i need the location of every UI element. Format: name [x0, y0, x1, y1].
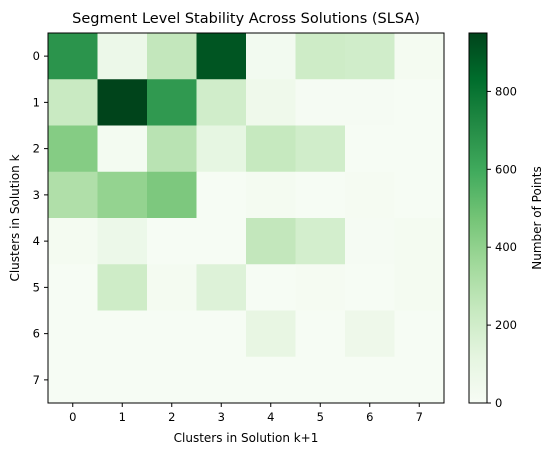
heatmap-cell-2-3	[196, 125, 247, 173]
heatmap-cell-1-7	[394, 79, 445, 126]
x-tick-label: 1	[119, 410, 126, 424]
heatmap-cell-7-5	[295, 356, 346, 404]
heatmap-cell-6-1	[97, 310, 148, 358]
heatmap-cell-4-3	[196, 218, 247, 265]
heatmap-cell-0-0	[48, 33, 98, 80]
y-tick-label: 4	[33, 234, 40, 248]
heatmap-cells	[48, 33, 445, 404]
heatmap-cell-0-6	[345, 33, 395, 80]
y-tick-label: 3	[33, 188, 40, 202]
heatmap-cell-3-7	[394, 171, 445, 219]
colorbar-tick-label: 0	[495, 396, 502, 410]
y-tick-label: 5	[33, 280, 40, 294]
heatmap-cell-6-4	[246, 310, 296, 358]
heatmap-cell-5-6	[345, 264, 395, 311]
colorbar-tick-label: 600	[495, 162, 517, 176]
heatmap-cell-7-2	[147, 356, 197, 404]
heatmap-cell-3-3	[196, 171, 247, 219]
y-tick-label: 6	[33, 327, 40, 341]
colorbar-tick-label: 800	[495, 84, 517, 98]
y-tick-label: 2	[33, 142, 40, 156]
heatmap-cell-3-5	[295, 171, 346, 219]
heatmap-cell-6-6	[345, 310, 395, 358]
x-axis-ticks: 0 1 2 3 4 5 6 7	[69, 403, 423, 424]
colorbar-tick-label: 200	[495, 318, 517, 332]
heatmap-cell-7-1	[97, 356, 148, 404]
x-tick-label: 6	[366, 410, 373, 424]
heatmap-cell-0-1	[97, 33, 148, 80]
heatmap-cell-6-2	[147, 310, 197, 358]
heatmap-cell-1-6	[345, 79, 395, 126]
colorbar-ticks: 0 200 400 600 800	[487, 84, 517, 410]
heatmap-cell-2-7	[394, 125, 445, 173]
heatmap-cell-4-1	[97, 218, 148, 265]
heatmap-cell-3-2	[147, 171, 197, 219]
y-tick-label: 1	[33, 95, 40, 109]
heatmap-cell-7-3	[196, 356, 247, 404]
colorbar	[468, 32, 488, 404]
heatmap-cell-2-2	[147, 125, 197, 173]
heatmap-cell-2-1	[97, 125, 148, 173]
heatmap-cell-6-3	[196, 310, 247, 358]
y-tick-label: 7	[33, 373, 40, 387]
colorbar-tick-label: 400	[495, 240, 517, 254]
heatmap-cell-5-3	[196, 264, 247, 311]
heatmap-cell-4-2	[147, 218, 197, 265]
heatmap-cell-2-4	[246, 125, 296, 173]
heatmap-cell-4-5	[295, 218, 346, 265]
colorbar-label: Number of Points	[530, 166, 544, 269]
heatmap-cell-5-0	[48, 264, 98, 311]
chart-title: Segment Level Stability Across Solutions…	[72, 11, 420, 27]
heatmap-cell-5-1	[97, 264, 148, 311]
x-tick-label: 0	[69, 410, 76, 424]
heatmap-cell-3-4	[246, 171, 296, 219]
heatmap-cell-6-0	[48, 310, 98, 358]
x-tick-label: 7	[416, 410, 423, 424]
heatmap-cell-1-0	[48, 79, 98, 126]
x-tick-label: 2	[168, 410, 175, 424]
heatmap-cell-7-0	[48, 356, 98, 404]
heatmap-cell-5-4	[246, 264, 296, 311]
heatmap-cell-4-0	[48, 218, 98, 265]
heatmap-cell-3-6	[345, 171, 395, 219]
y-axis-label: Clusters in Solution k	[8, 154, 22, 281]
heatmap-cell-6-7	[394, 310, 445, 358]
plot-frame	[47, 32, 445, 404]
heatmap-cell-1-2	[147, 79, 197, 126]
heatmap-cell-0-3	[196, 33, 247, 80]
x-tick-label: 5	[317, 410, 324, 424]
heatmap-cell-1-5	[295, 79, 346, 126]
heatmap-cell-4-6	[345, 218, 395, 265]
heatmap-cell-7-4	[246, 356, 296, 404]
heatmap-cell-5-7	[394, 264, 445, 311]
heatmap-cell-7-7	[394, 356, 445, 404]
heatmap-cell-2-6	[345, 125, 395, 173]
heatmap-cell-0-2	[147, 33, 197, 80]
x-tick-label: 3	[218, 410, 225, 424]
y-axis-ticks: 0 1 2 3 4 5 6 7	[33, 49, 48, 387]
heatmap-cell-0-7	[394, 33, 445, 80]
heatmap-cell-2-5	[295, 125, 346, 173]
heatmap-cell-2-0	[48, 125, 98, 173]
heatmap-cell-4-7	[394, 218, 445, 265]
heatmap-cell-1-4	[246, 79, 296, 126]
heatmap-cell-1-3	[196, 79, 247, 126]
y-tick-label: 0	[33, 49, 40, 63]
x-axis-label: Clusters in Solution k+1	[174, 431, 319, 445]
heatmap-cell-6-5	[295, 310, 346, 358]
heatmap-cell-4-4	[246, 218, 296, 265]
heatmap-cell-5-2	[147, 264, 197, 311]
heatmap-cell-0-4	[246, 33, 296, 80]
heatmap-cell-0-5	[295, 33, 346, 80]
x-tick-label: 4	[267, 410, 274, 424]
heatmap-cell-7-6	[345, 356, 395, 404]
heatmap-cell-3-0	[48, 171, 98, 219]
heatmap-cell-3-1	[97, 171, 148, 219]
heatmap-cell-5-5	[295, 264, 346, 311]
heatmap-cell-1-1	[97, 79, 148, 126]
